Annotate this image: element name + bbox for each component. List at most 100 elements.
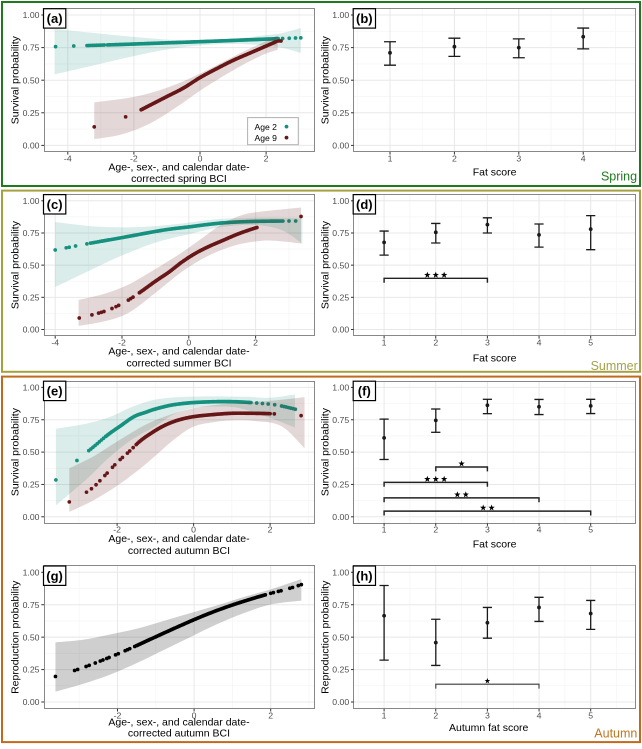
- svg-text:0.75: 0.75: [23, 228, 40, 238]
- svg-text:5: 5: [588, 710, 593, 720]
- svg-text:Autumn: Autumn: [594, 727, 637, 741]
- svg-text:0.25: 0.25: [332, 292, 349, 302]
- svg-text:0: 0: [186, 337, 191, 347]
- svg-text:4: 4: [537, 525, 542, 535]
- svg-text:0: 0: [192, 710, 197, 720]
- svg-text:2: 2: [452, 153, 457, 163]
- svg-text:(b): (b): [356, 11, 373, 26]
- svg-text:0.50: 0.50: [23, 260, 40, 270]
- svg-text:Fat score: Fat score: [473, 539, 517, 551]
- svg-text:0.25: 0.25: [23, 480, 40, 490]
- svg-text:2: 2: [268, 525, 273, 535]
- svg-text:Survival probability: Survival probability: [319, 35, 331, 124]
- svg-text:0.00: 0.00: [23, 141, 40, 151]
- svg-text:0: 0: [198, 153, 203, 163]
- svg-text:1: 1: [382, 710, 387, 720]
- svg-text:0.00: 0.00: [23, 697, 40, 707]
- svg-text:Spring: Spring: [601, 169, 637, 183]
- svg-text:Reproduction probability: Reproduction probability: [10, 580, 22, 694]
- svg-text:0.00: 0.00: [332, 512, 349, 522]
- svg-text:0.25: 0.25: [332, 665, 349, 675]
- svg-text:Autumn fat score: Autumn fat score: [449, 722, 529, 734]
- svg-text:(c): (c): [47, 197, 63, 212]
- svg-text:0.50: 0.50: [332, 447, 349, 457]
- svg-text:2: 2: [433, 337, 438, 347]
- svg-text:Age-, sex-, and calendar date-: Age-, sex-, and calendar date-: [108, 346, 250, 358]
- svg-text:0.50: 0.50: [332, 632, 349, 642]
- svg-text:0.50: 0.50: [23, 447, 40, 457]
- svg-text:-2: -2: [114, 710, 122, 720]
- svg-text:Fat score: Fat score: [473, 353, 517, 365]
- svg-text:2: 2: [433, 525, 438, 535]
- svg-text:2: 2: [264, 153, 269, 163]
- svg-text:2: 2: [268, 710, 273, 720]
- svg-text:Survival probability: Survival probability: [319, 407, 331, 496]
- svg-text:0.75: 0.75: [332, 43, 349, 53]
- svg-text:4: 4: [581, 153, 586, 163]
- svg-text:1.00: 1.00: [23, 383, 40, 393]
- svg-text:Reproduction probability: Reproduction probability: [319, 580, 331, 694]
- svg-text:corrected spring BCI: corrected spring BCI: [131, 173, 227, 185]
- svg-text:0.25: 0.25: [23, 665, 40, 675]
- svg-text:(a): (a): [47, 11, 63, 26]
- svg-text:1.00: 1.00: [23, 10, 40, 20]
- svg-text:0.50: 0.50: [332, 75, 349, 85]
- svg-text:1.00: 1.00: [332, 196, 349, 206]
- svg-text:0.00: 0.00: [332, 141, 349, 151]
- svg-text:0.75: 0.75: [332, 415, 349, 425]
- svg-text:0.25: 0.25: [23, 292, 40, 302]
- svg-text:2: 2: [433, 710, 438, 720]
- svg-text:4: 4: [537, 337, 542, 347]
- svg-text:Age-, sex-, and calendar date-: Age-, sex-, and calendar date-: [108, 162, 250, 174]
- svg-text:0.50: 0.50: [23, 632, 40, 642]
- svg-text:0.75: 0.75: [332, 600, 349, 610]
- svg-text:corrected summer BCI: corrected summer BCI: [126, 358, 231, 370]
- svg-text:0.25: 0.25: [23, 108, 40, 118]
- svg-text:(h): (h): [356, 568, 373, 583]
- svg-text:-4: -4: [64, 153, 72, 163]
- svg-text:0.75: 0.75: [332, 228, 349, 238]
- svg-text:1.00: 1.00: [23, 567, 40, 577]
- svg-text:corrected autumn BCI: corrected autumn BCI: [128, 728, 230, 740]
- svg-text:0.00: 0.00: [332, 325, 349, 335]
- svg-text:Survival probability: Survival probability: [10, 35, 22, 124]
- svg-text:0.75: 0.75: [23, 600, 40, 610]
- svg-text:0.00: 0.00: [332, 697, 349, 707]
- svg-text:0.75: 0.75: [23, 43, 40, 53]
- svg-text:(g): (g): [46, 568, 63, 583]
- svg-text:Fat score: Fat score: [473, 167, 517, 179]
- svg-text:corrected autumn BCI: corrected autumn BCI: [128, 545, 230, 557]
- svg-text:0.50: 0.50: [332, 260, 349, 270]
- svg-text:1: 1: [388, 153, 393, 163]
- svg-text:(f): (f): [358, 384, 371, 399]
- svg-text:3: 3: [485, 710, 490, 720]
- svg-text:Survival probability: Survival probability: [319, 220, 331, 309]
- svg-text:0.25: 0.25: [332, 480, 349, 490]
- svg-text:1.00: 1.00: [23, 196, 40, 206]
- svg-text:Age-, sex-, and calendar date-: Age-, sex-, and calendar date-: [108, 533, 250, 545]
- svg-text:0.75: 0.75: [23, 415, 40, 425]
- svg-text:-2: -2: [118, 337, 126, 347]
- svg-text:-2: -2: [113, 525, 121, 535]
- svg-text:0.50: 0.50: [23, 75, 40, 85]
- svg-text:1: 1: [382, 525, 387, 535]
- svg-text:5: 5: [588, 525, 593, 535]
- svg-text:3: 3: [485, 337, 490, 347]
- svg-text:0.00: 0.00: [23, 325, 40, 335]
- svg-text:4: 4: [537, 710, 542, 720]
- svg-text:0.00: 0.00: [23, 512, 40, 522]
- svg-text:Survival probability: Survival probability: [10, 220, 22, 309]
- svg-text:1.00: 1.00: [332, 383, 349, 393]
- svg-text:Age 9: Age 9: [255, 133, 278, 143]
- svg-text:Survival probability: Survival probability: [10, 407, 22, 496]
- svg-text:(d): (d): [356, 197, 373, 212]
- svg-text:-2: -2: [130, 153, 138, 163]
- svg-text:3: 3: [516, 153, 521, 163]
- svg-text:2: 2: [253, 337, 258, 347]
- svg-text:0: 0: [191, 525, 196, 535]
- svg-text:Age-, sex-, and calendar date-: Age-, sex-, and calendar date-: [108, 717, 250, 729]
- svg-text:3: 3: [485, 525, 490, 535]
- svg-text:-4: -4: [51, 337, 59, 347]
- svg-text:5: 5: [588, 337, 593, 347]
- svg-text:1.00: 1.00: [332, 10, 349, 20]
